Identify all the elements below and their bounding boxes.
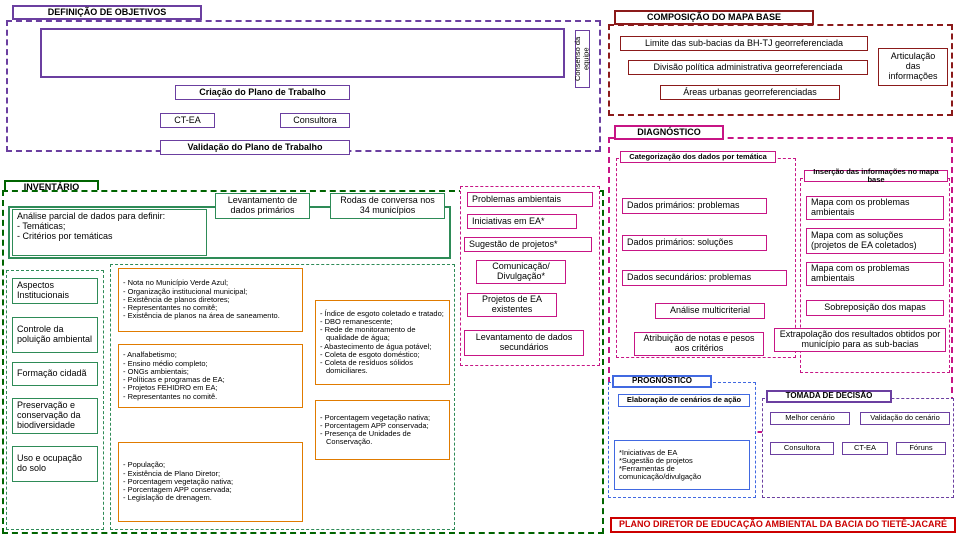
bullets1: Nota no Município Verde Azul;Organização… [118,268,303,332]
diretrizes-wrap [40,28,565,78]
categ-group [616,158,796,358]
defobj-title: DEFINIÇÃO DE OBJETIVOS [12,5,202,20]
criacao-plano: Criação do Plano de Trabalho [175,85,350,100]
insercao-title: Inserção das informações no mapa base [804,170,948,182]
prog-title: PROGNÓSTICO [612,375,712,388]
dp-solucoes: Dados primários: soluções [622,235,767,251]
bullets2: Analfabetismo;Ensino médio completo;ONGs… [118,344,303,408]
plano-final: PLANO DIRETOR DE EDUCAÇÃO AMBIENTAL DA B… [610,517,956,533]
limite-sub: Limite das sub-bacias da BH-TJ georrefer… [620,36,868,51]
mapa-prob: Mapa com os problemas ambientais [806,196,944,220]
uso-solo: Uso e ocupação do solo [12,446,98,482]
mapa-prob2: Mapa com os problemas ambientais [806,262,944,286]
analise-list: Temáticas;Critérios por temáticas [17,222,113,242]
extrapolacao: Extrapolação dos resultados obtidos por … [774,328,946,352]
categ-title: Categorização dos dados por temática [620,151,776,163]
footnote: *Iniciativas de EA *Sugestão de projetos… [614,440,750,490]
aspectos: Aspectos Institucionais [12,278,98,304]
validacao-plano: Validação do Plano de Trabalho [160,140,350,155]
levant-sec: Levantamento de dados secundários [464,330,584,356]
elaboracao: Elaboração de cenários de ação [618,394,750,407]
consultora-1: Consultora [280,113,350,128]
analise-parcial: Análise parcial de dados para definir: T… [12,209,207,256]
sugestao: Sugestão de projetos* [464,237,592,252]
rodas: Rodas de conversa nos 34 municípios [330,193,445,219]
controle: Controle da poluição ambiental [12,317,98,353]
sobreposicao: Sobreposição dos mapas [806,300,944,316]
tomada-title: TOMADA DE DECISÃO [766,390,892,403]
levant-prim: Levantamento de dados primários [215,193,310,219]
validacao-cen: Validação do cenário [860,412,950,425]
preservacao: Preservação e conservação da biodiversid… [12,398,98,434]
comunicacao: Comunicação/ Divulgação* [476,260,566,284]
compos-title: COMPOSIÇÃO DO MAPA BASE [614,10,814,25]
problemas-amb: Problemas ambientais [467,192,593,207]
areas-urb: Áreas urbanas georreferenciadas [660,85,840,100]
dp-problemas: Dados primários: problemas [622,198,767,214]
foruns: Fóruns [896,442,946,455]
bullets5: Porcentagem vegetação nativa;Porcentagem… [315,400,450,460]
bullets3: População;Existência de Plano Diretor;Po… [118,442,303,522]
consultora-2: Consultora [770,442,834,455]
diag-title: DIAGNÓSTICO [614,125,724,140]
melhor: Melhor cenário [770,412,850,425]
ctea-1: CT-EA [160,113,215,128]
consenso-equipe: Consenso da equipe [575,30,590,88]
bullets4: Índice de esgoto coletado e tratado;DBO … [315,300,450,385]
ctea-2: CT-EA [842,442,888,455]
mapa-sol: Mapa com as soluções (projetos de EA col… [806,228,944,254]
projetos-ea: Projetos de EA existentes [467,293,557,317]
atribuicao: Atribuição de notas e pesos aos critério… [634,332,764,356]
iniciativas: Iniciativas em EA* [467,214,577,229]
articulacao: Articulação das informações [878,48,948,86]
analise-multi: Análise multicriterial [655,303,765,319]
formacao: Formação cidadã [12,362,98,386]
ds-problemas: Dados secundários: problemas [622,270,787,286]
divisao-pol: Divisão política administrativa georrefe… [628,60,868,75]
